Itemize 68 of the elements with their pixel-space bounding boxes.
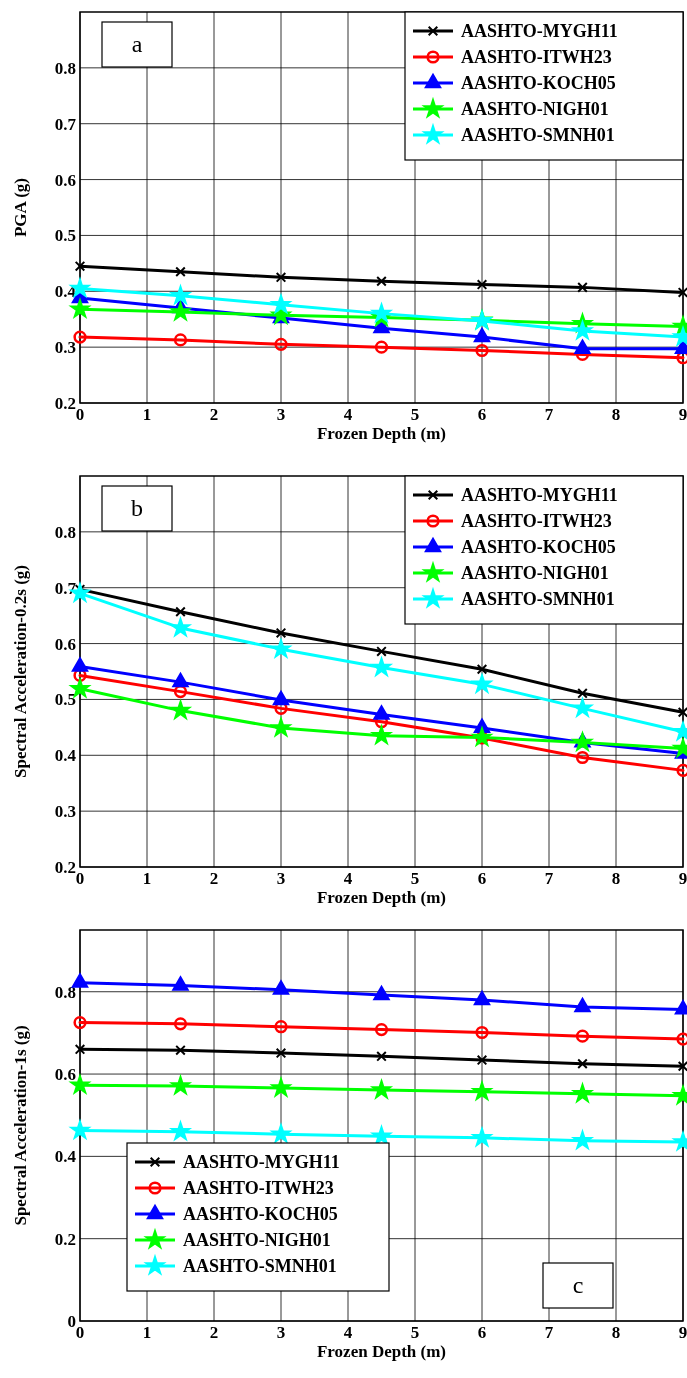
y-tick-label: 0.3 — [54, 802, 76, 822]
y-tick-label: 0.3 — [54, 338, 76, 358]
x-tick-label: 6 — [477, 1323, 487, 1342]
y-tick-label: 0.5 — [54, 226, 76, 246]
x-tick-label: 9 — [678, 1323, 687, 1342]
y-tick-label: 0.5 — [54, 690, 76, 710]
annotation: b — [131, 495, 143, 521]
x-tick-label: 3 — [276, 869, 286, 888]
x-tick-label: 1 — [142, 869, 152, 888]
x-tick-label: 5 — [410, 869, 420, 888]
legend-label: AASHTO-NIGH01 — [461, 563, 609, 583]
legend-label: AASHTO-MYGH11 — [461, 485, 618, 505]
x-tick-label: 7 — [544, 1323, 554, 1342]
y-tick-label: 0.2 — [54, 858, 76, 877]
legend-label: AASHTO-MYGH11 — [461, 21, 618, 41]
y-tick-label: 0.8 — [54, 522, 76, 542]
x-tick-label: 3 — [276, 405, 286, 424]
legend-label: AASHTO-SMNH01 — [461, 589, 615, 609]
x-tick-label: 8 — [611, 405, 621, 424]
x-tick-label: 6 — [477, 869, 487, 888]
x-axis-title: Frozen Depth (m) — [316, 424, 447, 443]
legend-label: AASHTO-SMNH01 — [461, 125, 615, 145]
y-tick-label: 0.7 — [54, 114, 77, 134]
y-tick-label: 0.6 — [54, 1065, 76, 1085]
annotation: a — [131, 31, 143, 57]
x-tick-label: 4 — [343, 869, 353, 888]
x-tick-label: 8 — [611, 869, 621, 888]
legend-label: AASHTO-KOCH05 — [461, 537, 616, 557]
x-tick-label: 2 — [209, 869, 219, 888]
legend-label: AASHTO-NIGH01 — [461, 99, 609, 119]
y-axis-title: Spectral Acceleration-0.2s (g) — [11, 565, 30, 778]
y-axis-title: PGA (g) — [11, 177, 30, 238]
x-tick-label: 8 — [611, 1323, 621, 1342]
x-axis-title: Frozen Depth (m) — [316, 888, 447, 907]
y-tick-label: 0.6 — [54, 170, 76, 190]
x-tick-label: 6 — [477, 405, 487, 424]
y-tick-label: 0.4 — [54, 746, 77, 766]
y-tick-label: 0.8 — [54, 982, 76, 1002]
legend-label: AASHTO-SMNH01 — [183, 1256, 337, 1276]
x-tick-label: 5 — [410, 405, 420, 424]
x-tick-label: 5 — [410, 1323, 420, 1342]
x-tick-label: 2 — [209, 405, 219, 424]
y-tick-label: 0.2 — [54, 394, 76, 413]
y-tick-label: 0.8 — [54, 58, 76, 78]
annotation: c — [572, 1272, 584, 1298]
x-tick-label: 7 — [544, 405, 554, 424]
legend-label: AASHTO-MYGH11 — [183, 1152, 340, 1172]
x-tick-label: 9 — [678, 869, 687, 888]
y-tick-label: 0.2 — [54, 1229, 76, 1249]
y-tick-label: 0.6 — [54, 634, 76, 654]
y-tick-label: 0.7 — [54, 578, 77, 598]
legend-label: AASHTO-NIGH01 — [183, 1230, 331, 1250]
legend-label: AASHTO-KOCH05 — [461, 73, 616, 93]
legend-label: AASHTO-ITWH23 — [461, 47, 612, 67]
x-tick-label: 2 — [209, 1323, 219, 1342]
legend-label: AASHTO-KOCH05 — [183, 1204, 338, 1224]
x-tick-label: 4 — [343, 405, 353, 424]
y-tick-label: 0.4 — [54, 1147, 77, 1167]
x-tick-label: 7 — [544, 869, 554, 888]
x-tick-label: 1 — [142, 1323, 152, 1342]
legend-label: AASHTO-ITWH23 — [183, 1178, 334, 1198]
x-tick-label: 3 — [276, 1323, 286, 1342]
y-axis-title: Spectral Acceleration-1s (g) — [11, 1025, 30, 1226]
x-axis-title: Frozen Depth (m) — [316, 1342, 447, 1361]
x-tick-label: 9 — [678, 405, 687, 424]
x-tick-label: 1 — [142, 405, 152, 424]
legend-label: AASHTO-ITWH23 — [461, 511, 612, 531]
x-tick-label: 4 — [343, 1323, 353, 1342]
